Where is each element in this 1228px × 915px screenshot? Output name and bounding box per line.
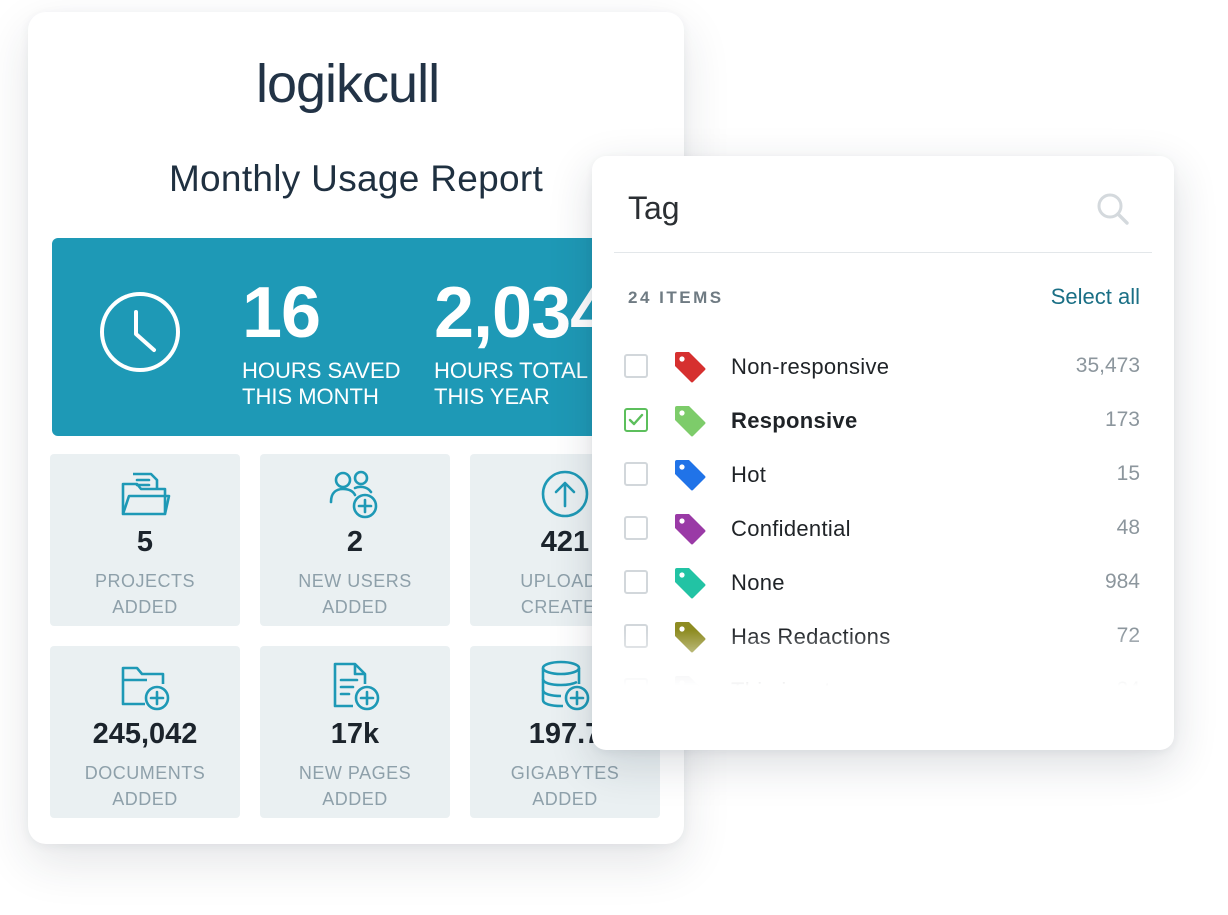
new-pages-added-label: NEW PAGES ADDED bbox=[298, 763, 412, 809]
tag-count: 15 bbox=[1116, 462, 1140, 485]
tag-list: Non-responsive 35,473 Responsive 173 Hot 15 Co… bbox=[592, 340, 1174, 686]
upload-icon bbox=[541, 470, 589, 518]
divider bbox=[614, 252, 1152, 253]
checkbox-checked[interactable] bbox=[624, 408, 648, 432]
logo-text: logikcull bbox=[256, 56, 439, 114]
hours-total-stat: 2,034 HOURS TOTAL THIS YEAR bbox=[434, 273, 610, 410]
logo-wordmark: logikcull bbox=[256, 56, 440, 114]
search-icon[interactable] bbox=[1094, 190, 1132, 228]
tag-icon bbox=[675, 352, 706, 383]
documents-added-label: DOCUMENTS ADDED bbox=[84, 763, 206, 809]
checkbox[interactable] bbox=[624, 462, 648, 486]
tile-documents-added: 245,042 DOCUMENTS ADDED bbox=[50, 646, 240, 818]
checkbox[interactable] bbox=[624, 678, 648, 686]
checkmark-icon bbox=[628, 413, 644, 426]
checkbox[interactable] bbox=[624, 516, 648, 540]
hours-saved-stat: 16 HOURS SAVED THIS MONTH bbox=[242, 274, 401, 410]
tag-icon bbox=[675, 568, 706, 599]
new-pages-added-value: 17k bbox=[330, 718, 380, 750]
tag-row[interactable]: Responsive 173 bbox=[592, 394, 1174, 448]
tag-row[interactable]: Has Redactions 72 bbox=[592, 610, 1174, 664]
new-users-added-value: 2 bbox=[346, 526, 364, 558]
tag-row[interactable]: Confidential 48 bbox=[592, 502, 1174, 556]
uploads-created-value: 421 bbox=[540, 526, 590, 558]
documents-added-value: 245,042 bbox=[92, 718, 198, 750]
tag-row[interactable]: Thin input 24 bbox=[592, 664, 1174, 686]
checkbox[interactable] bbox=[624, 570, 648, 594]
page-add-icon bbox=[333, 662, 380, 711]
tag-name: Responsive bbox=[731, 408, 858, 433]
tag-name: None bbox=[731, 570, 785, 595]
tag-count: 984 bbox=[1104, 570, 1140, 593]
tag-icon bbox=[675, 406, 706, 437]
tag-count: 35,473 bbox=[1075, 354, 1140, 377]
hours-saved-label-1: HOURS SAVED bbox=[242, 358, 401, 383]
clock-icon bbox=[100, 292, 180, 372]
hours-saved-value: 16 bbox=[242, 273, 321, 353]
hours-total-label-1: HOURS TOTAL bbox=[434, 358, 589, 383]
items-count: 24 ITEMS bbox=[628, 288, 724, 307]
projects-added-label: PROJECTS ADDED bbox=[94, 571, 195, 617]
tag-count: 48 bbox=[1116, 516, 1140, 539]
hours-saved-label-2: THIS MONTH bbox=[242, 384, 379, 409]
checkbox[interactable] bbox=[624, 354, 648, 378]
folder-add-icon bbox=[121, 666, 170, 711]
database-add-icon bbox=[541, 660, 590, 711]
projects-added-value: 5 bbox=[136, 526, 154, 558]
folder-open-icon bbox=[121, 472, 171, 516]
tag-filter-panel: Tag 24 ITEMS Select all Non-responsive 35… bbox=[592, 156, 1174, 750]
users-add-icon bbox=[329, 470, 378, 519]
logikcull-logo: logikcull bbox=[28, 56, 684, 116]
tile-projects-added: 5 PROJECTS ADDED bbox=[50, 454, 240, 626]
tag-icon bbox=[675, 676, 699, 686]
select-all-link[interactable]: Select all bbox=[1050, 284, 1140, 309]
checkbox[interactable] bbox=[624, 624, 648, 648]
gigabytes-added-value: 197.7 bbox=[528, 718, 602, 750]
tag-icon bbox=[675, 514, 706, 545]
tag-count: 72 bbox=[1116, 624, 1140, 647]
new-users-added-label: NEW USERS ADDED bbox=[298, 571, 412, 617]
tag-name: Confidential bbox=[731, 516, 851, 541]
tag-name: Non-responsive bbox=[731, 354, 890, 379]
tag-count: 24 bbox=[1117, 678, 1140, 686]
tag-row[interactable]: Non-responsive 35,473 bbox=[592, 340, 1174, 394]
tag-name: Hot bbox=[731, 462, 767, 487]
tag-name: Has Redactions bbox=[731, 624, 891, 649]
hours-total-value: 2,034 bbox=[434, 273, 610, 353]
tile-new-pages-added: 17k NEW PAGES ADDED bbox=[260, 646, 450, 818]
tag-icon bbox=[675, 460, 706, 491]
tag-icon bbox=[675, 622, 706, 653]
tag-panel-title: Tag bbox=[628, 190, 680, 226]
tag-row[interactable]: None 984 bbox=[592, 556, 1174, 610]
tag-row[interactable]: Hot 15 bbox=[592, 448, 1174, 502]
tag-count: 173 bbox=[1104, 408, 1140, 431]
usage-report-card: logikcull Monthly Usage Report 16 HOURS … bbox=[28, 12, 684, 844]
tile-new-users-added: 2 NEW USERS ADDED bbox=[260, 454, 450, 626]
tag-name: Thin input bbox=[731, 678, 831, 686]
gigabytes-added-label: GIGABYTES ADDED bbox=[510, 763, 620, 809]
hours-banner: 16 HOURS SAVED THIS MONTH 2,034 HOURS TO… bbox=[52, 238, 652, 436]
hours-total-label-2: THIS YEAR bbox=[434, 384, 550, 409]
report-title: Monthly Usage Report bbox=[168, 158, 544, 199]
uploads-created-label: UPLOADS CREATED bbox=[520, 571, 610, 617]
